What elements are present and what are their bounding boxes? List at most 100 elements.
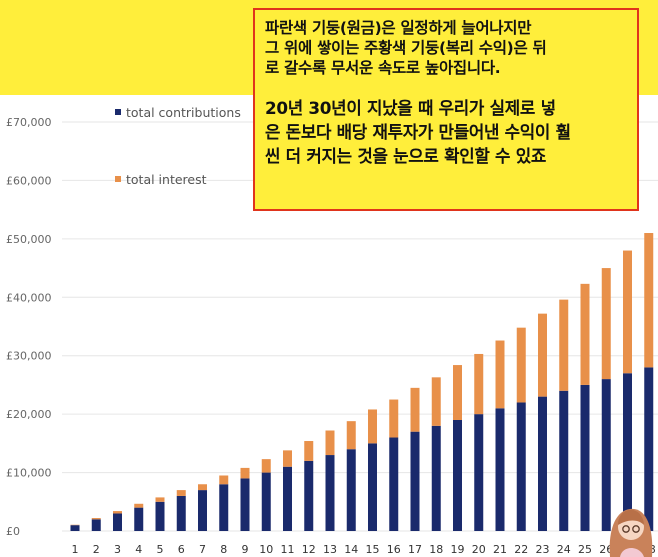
- bar-contributions: [304, 460, 314, 531]
- bar-interest: [389, 399, 399, 438]
- x-tick-label: 17: [408, 543, 422, 556]
- bar-contributions: [559, 390, 569, 531]
- callout-line: 은 돈보다 배당 재투자가 만들어낸 수익이 훨: [265, 122, 571, 142]
- y-tick-label: £20,000: [6, 408, 52, 421]
- x-tick-label: 21: [493, 543, 507, 556]
- bar-contributions: [601, 379, 611, 531]
- bar-interest: [219, 475, 229, 485]
- x-tick-label: 22: [514, 543, 528, 556]
- bar-contributions: [113, 513, 122, 531]
- bar-contributions: [389, 437, 399, 531]
- bar-contributions: [346, 449, 356, 531]
- callout-box: 파란색 기둥(원금)은 일정하게 늘어나지만 그 위에 쌓이는 주황색 기둥(복…: [253, 8, 639, 211]
- bar-interest: [453, 365, 462, 420]
- bar-contributions: [91, 519, 101, 531]
- bar-interest: [580, 283, 590, 385]
- x-tick-label: 20: [472, 543, 486, 556]
- bar-interest: [410, 387, 420, 432]
- x-tick-label: 4: [135, 543, 142, 556]
- callout-line: 20년 30년이 지났을 때 우리가 실제로 넣: [265, 98, 556, 118]
- bar-contributions: [283, 466, 292, 531]
- bar-interest: [283, 450, 292, 467]
- bar-contributions: [155, 501, 165, 531]
- y-tick-label: £0: [6, 525, 20, 538]
- y-tick-label: £40,000: [6, 291, 52, 304]
- x-tick-label: 11: [281, 543, 295, 556]
- x-tick-label: 16: [387, 543, 401, 556]
- x-tick-label: 8: [220, 543, 227, 556]
- x-tick-label: 2: [93, 543, 100, 556]
- bar-interest: [516, 327, 526, 403]
- legend-swatch-contributions: [115, 109, 121, 115]
- bar-contributions: [410, 431, 420, 531]
- callout-line: 파란색 기둥(원금)은 일정하게 늘어나지만: [265, 19, 532, 37]
- presenter-avatar-illustration: [609, 508, 653, 557]
- x-tick-label: 18: [429, 543, 443, 556]
- x-tick-label: 15: [366, 543, 380, 556]
- bar-interest: [198, 484, 207, 491]
- callout-line: 로 갈수록 무서운 속도로 높아집니다.: [265, 59, 501, 77]
- x-tick-label: 24: [557, 543, 571, 556]
- bar-contributions: [474, 414, 484, 531]
- bar-contributions: [176, 495, 186, 531]
- bar-interest: [559, 299, 569, 391]
- bar-interest: [325, 430, 335, 456]
- bar-interest: [495, 340, 505, 409]
- x-tick-label: 23: [536, 543, 550, 556]
- x-tick-label: 25: [578, 543, 592, 556]
- x-tick-label: 1: [72, 543, 79, 556]
- bar-interest: [623, 250, 632, 374]
- bar-interest: [368, 409, 377, 444]
- x-tick-label: 10: [259, 543, 273, 556]
- bar-contributions: [580, 384, 590, 531]
- bar-contributions: [495, 408, 505, 531]
- bar-contributions: [453, 419, 462, 531]
- legend-swatch-interest: [115, 176, 121, 182]
- bar-contributions: [198, 490, 207, 531]
- bar-contributions: [325, 455, 335, 531]
- x-tick-label: 5: [157, 543, 164, 556]
- bar-contributions: [623, 373, 632, 531]
- bar-contributions: [240, 478, 250, 531]
- bar-contributions: [134, 507, 144, 531]
- bar-interest: [113, 511, 122, 514]
- bar-contributions: [516, 402, 526, 531]
- bar-contributions: [368, 443, 377, 531]
- x-tick-label: 9: [242, 543, 249, 556]
- bar-contributions: [538, 396, 547, 531]
- y-tick-label: £10,000: [6, 467, 52, 480]
- bar-interest: [240, 467, 250, 479]
- bar-interest: [155, 497, 165, 502]
- x-tick-label: 12: [302, 543, 316, 556]
- bar-interest: [134, 503, 144, 508]
- bar-interest: [644, 233, 654, 368]
- bar-interest: [91, 518, 101, 520]
- callout-paragraph-1: 파란색 기둥(원금)은 일정하게 늘어나지만 그 위에 쌓이는 주황색 기둥(복…: [265, 18, 627, 78]
- x-tick-label: 14: [344, 543, 358, 556]
- callout-line: 그 위에 쌓이는 주황색 기둥(복리 수익)은 뒤: [265, 39, 547, 57]
- x-tick-label: 7: [199, 543, 206, 556]
- bar-interest: [176, 490, 186, 496]
- x-tick-label: 6: [178, 543, 185, 556]
- y-tick-label: £30,000: [6, 350, 52, 363]
- bar-interest: [431, 377, 441, 426]
- y-tick-label: £70,000: [6, 116, 52, 129]
- bar-interest: [304, 441, 314, 461]
- x-tick-label: 19: [451, 543, 465, 556]
- x-tick-label: 3: [114, 543, 121, 556]
- bar-interest: [346, 421, 356, 450]
- y-tick-label: £50,000: [6, 233, 52, 246]
- bar-contributions: [70, 525, 80, 531]
- bar-interest: [601, 268, 611, 380]
- legend-label-contributions: total contributions: [126, 105, 241, 120]
- legend-label-interest: total interest: [126, 172, 207, 187]
- bar-contributions: [219, 484, 229, 531]
- bar-interest: [261, 459, 271, 473]
- callout-line: 씬 더 커지는 것을 눈으로 확인할 수 있죠: [265, 146, 547, 166]
- bar-interest: [474, 353, 484, 415]
- x-tick-label: 13: [323, 543, 337, 556]
- callout-paragraph-2: 20년 30년이 지났을 때 우리가 실제로 넣 은 돈보다 배당 재투자가 만…: [265, 96, 627, 168]
- bar-interest: [538, 313, 547, 397]
- bar-contributions: [431, 425, 441, 531]
- bar-contributions: [261, 472, 271, 531]
